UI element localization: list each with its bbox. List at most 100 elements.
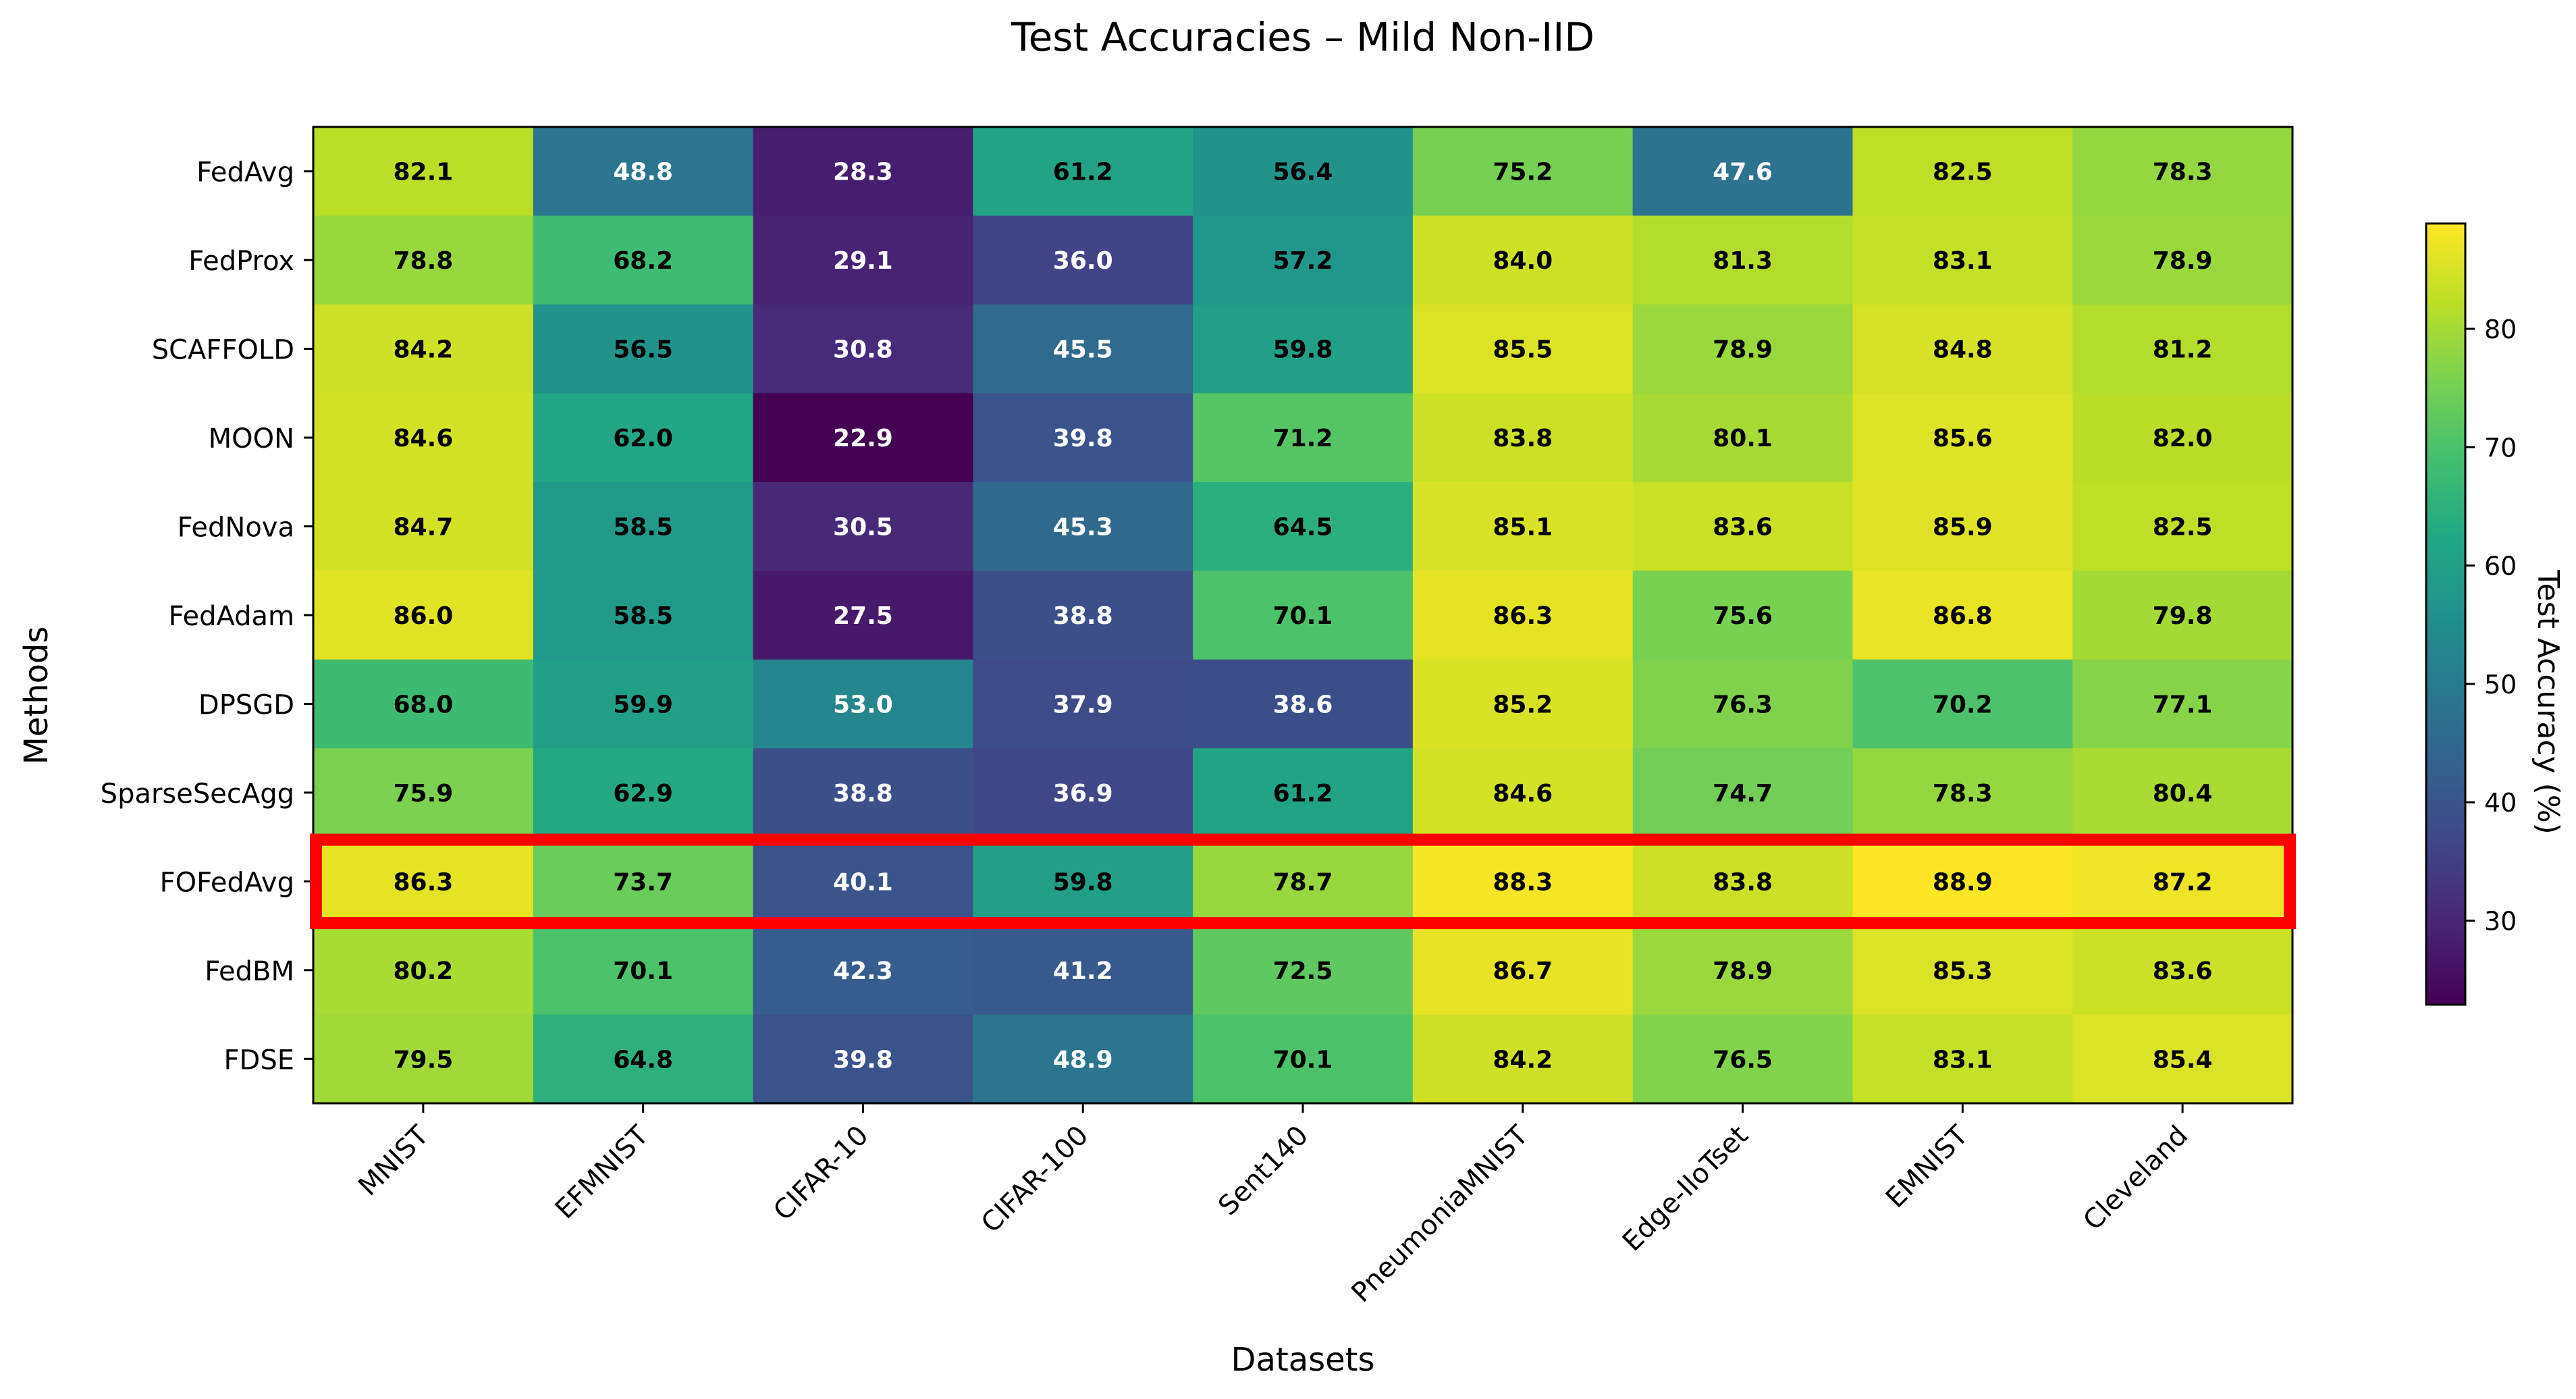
- heatmap-cell: [753, 571, 973, 660]
- heatmap-cell: [973, 659, 1193, 749]
- cell-value-label: 84.6: [1493, 780, 1553, 808]
- colorbar: 30 40 50 60 70 80: [2425, 222, 2517, 1006]
- heatmap-cell: [313, 215, 534, 305]
- y-tick-label: FedAvg: [196, 157, 294, 188]
- heatmap-cell: [1632, 481, 1854, 571]
- cell-value-label: 64.5: [1273, 514, 1333, 542]
- heatmap-cell: [1852, 1014, 2073, 1104]
- heatmap-cell: [753, 215, 973, 305]
- y-tick-label: FedProx: [188, 246, 294, 277]
- cell-value-label: 84.7: [393, 514, 453, 542]
- cell-value-label: 78.3: [2153, 159, 2213, 186]
- heatmap-cell: [1412, 215, 1634, 305]
- cell-value-label: 78.9: [2153, 247, 2213, 275]
- heatmap-cell: [1193, 1014, 1414, 1104]
- cell-value-label: 73.7: [613, 868, 673, 896]
- cell-value-label: 85.6: [1933, 425, 1993, 452]
- heatmap-cell: [1412, 926, 1634, 1015]
- y-tick-label: MOON: [209, 423, 294, 454]
- cell-value-label: 68.0: [393, 691, 453, 718]
- heatmap-cell: [1193, 837, 1414, 926]
- heatmap-cell: [1193, 481, 1414, 571]
- cell-value-label: 78.8: [393, 247, 453, 275]
- heatmap-cell: [973, 571, 1193, 660]
- heatmap-cell: [1193, 926, 1414, 1015]
- heatmap-cell: [2072, 926, 2293, 1015]
- heatmap-cell: [1412, 481, 1634, 571]
- y-axis: FedAvg FedProx SCAFFOLD MOON FedNova FedAdam D…: [101, 157, 313, 1076]
- heatmap-cell: [2072, 659, 2293, 749]
- cell-value-label: 84.2: [393, 336, 453, 364]
- cell-value-label: 45.5: [1053, 336, 1113, 364]
- cell-value-label: 62.9: [613, 780, 673, 808]
- cell-value-label: 47.6: [1713, 159, 1773, 186]
- heatmap-cell: [533, 837, 754, 926]
- heatmap-cell: [1632, 659, 1854, 749]
- heatmap-cell: [2072, 304, 2293, 394]
- cell-value-label: 58.5: [613, 602, 673, 630]
- cell-value-label: 82.5: [2153, 514, 2213, 542]
- heatmap-cell: [1412, 748, 1634, 838]
- heatmap-cell: [1632, 215, 1854, 305]
- cell-value-label: 56.5: [613, 336, 673, 364]
- cell-value-label: 68.2: [613, 247, 673, 275]
- cell-value-label: 76.5: [1713, 1046, 1773, 1074]
- heatmap-cell: [973, 837, 1193, 926]
- cell-value-label: 39.8: [1053, 425, 1113, 452]
- colorbar-label: Test Accuracy (%): [2531, 569, 2565, 835]
- heatmap-cell: [533, 659, 754, 749]
- colorbar-tick-label: 40: [2484, 788, 2517, 818]
- heatmap-cell: [753, 127, 973, 217]
- heatmap-cell: [1193, 127, 1414, 217]
- cell-value-label: 56.4: [1273, 159, 1333, 186]
- cell-value-label: 22.9: [833, 425, 893, 452]
- heatmap-cell: [973, 748, 1193, 838]
- cell-value-label: 86.3: [393, 868, 453, 896]
- heatmap-cell: [313, 393, 534, 483]
- heatmap-cell: [533, 571, 754, 660]
- heatmap-cell: [1412, 571, 1634, 660]
- cell-value-label: 64.8: [613, 1046, 673, 1074]
- x-tick-label: MNIST: [352, 1119, 435, 1202]
- colorbar-gradient: [2425, 222, 2467, 1006]
- heatmap-cell: [1193, 215, 1414, 305]
- heatmap-cell: [1852, 748, 2073, 838]
- cell-value-label: 77.1: [2153, 691, 2213, 718]
- heatmap-cell: [1852, 481, 2073, 571]
- cell-value-label: 84.6: [393, 425, 453, 452]
- heatmap-cell: [1193, 748, 1414, 838]
- cell-value-label: 70.1: [613, 957, 673, 985]
- heatmap-cell: [313, 127, 534, 217]
- cell-value-label: 75.2: [1493, 159, 1553, 186]
- cell-value-label: 84.2: [1493, 1046, 1553, 1074]
- cell-value-label: 87.2: [2153, 868, 2213, 896]
- x-tick-label: Cleveland: [2077, 1120, 2194, 1237]
- heatmap-cell: [1632, 304, 1854, 394]
- heatmap-cell: [533, 393, 754, 483]
- heatmap-cell: [1412, 304, 1634, 394]
- cell-value-label: 62.0: [613, 425, 673, 452]
- cell-value-label: 78.9: [1713, 957, 1773, 985]
- heatmap-cell: [2072, 127, 2293, 217]
- cell-value-label: 75.9: [393, 780, 453, 808]
- x-axis-label: Datasets: [1231, 1341, 1375, 1379]
- y-tick-label: SCAFFOLD: [152, 335, 294, 366]
- heatmap-cell: [1412, 1014, 1634, 1104]
- heatmap-cell: [1852, 127, 2073, 217]
- heatmap-cell: [1412, 837, 1634, 926]
- heatmap-cell: [1193, 571, 1414, 660]
- chart-title: Test Accuracies – Mild Non-IID: [1011, 14, 1594, 60]
- cell-value-label: 28.3: [833, 159, 893, 186]
- heatmap-cell: [1852, 571, 2073, 660]
- heatmap-cell: [973, 926, 1193, 1015]
- heatmap-cell: [973, 1014, 1193, 1104]
- heatmap-cell: [1852, 926, 2073, 1015]
- cell-value-label: 83.8: [1713, 868, 1773, 896]
- heatmap-cell: [1852, 659, 2073, 749]
- heatmap-cell: [753, 748, 973, 838]
- heatmap-cell: [1632, 1014, 1854, 1104]
- heatmap-cell: [1412, 659, 1634, 749]
- cell-value-label: 83.6: [1713, 514, 1773, 542]
- x-tick-label: EFMNIST: [549, 1119, 655, 1225]
- colorbar-tick-label: 70: [2484, 433, 2517, 463]
